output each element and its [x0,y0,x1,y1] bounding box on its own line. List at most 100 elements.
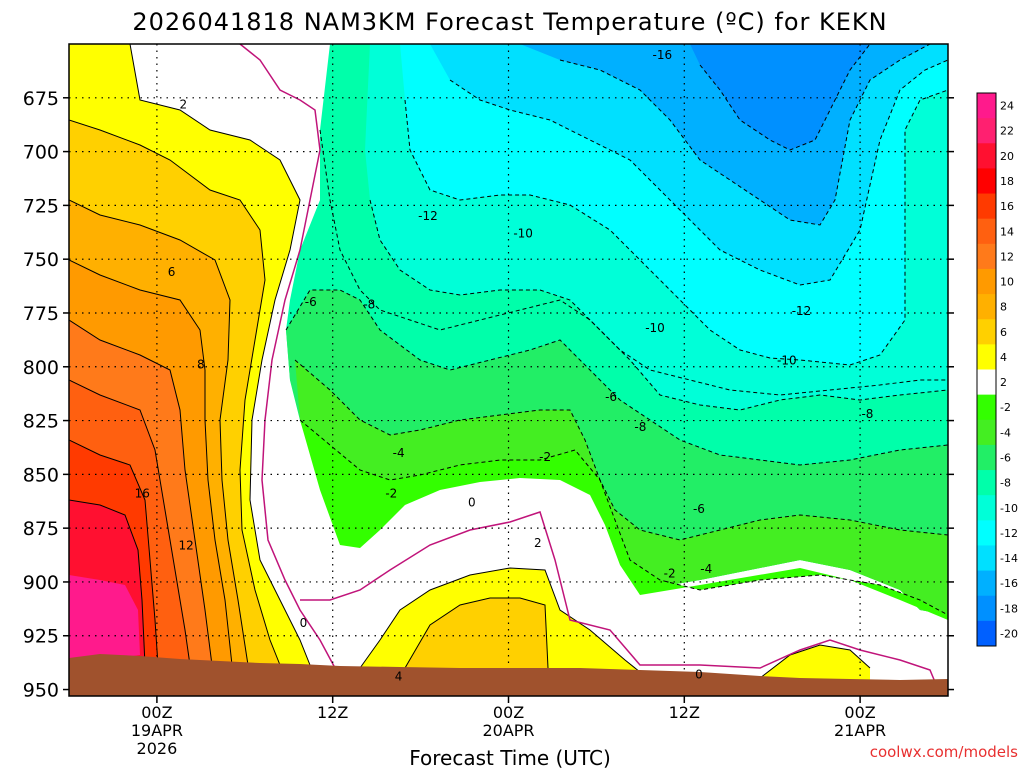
colorbar-swatch [977,444,996,471]
contour-label: 4 [395,670,403,684]
colorbar-label: 4 [1000,351,1007,364]
y-tick-label: 800 [23,357,59,379]
contour-label: -10 [777,353,797,367]
contour-minus16 [559,44,931,226]
temp-region-minus18 [690,44,870,150]
contour-label: 6 [168,265,176,279]
watermark: coolwx.com/models [870,743,1018,761]
contour-minus14 [449,59,948,286]
colorbar-swatch [977,294,996,320]
colorbar-label: 12 [1000,250,1014,263]
y-tick-label: 850 [23,464,59,486]
colorbar-swatch [977,470,996,496]
contour-label: -4 [393,446,405,460]
contour-plus10 [69,319,213,666]
contour-minus4 [294,359,948,541]
colorbar-swatch [977,218,996,245]
colorbar-swatch [977,570,996,597]
temp-region-minus4 [295,360,948,615]
x-tick-label: 2026 [137,739,178,758]
contour-plus2-mid [359,567,641,673]
x-tick-label: 20APR [482,721,534,740]
dashed-contours [285,44,948,616]
contour-plus14 [69,439,159,666]
contour-label: 2 [179,97,187,111]
contour-label: -2 [385,487,397,501]
contour-label: -6 [305,295,317,309]
colorbar-swatch [977,243,996,270]
contour-label: -6 [605,390,617,404]
contour-labels: 2 6 8 16 12 0 -6 -8 -12 -10 -16 -2 -4 0 -2 2 4 -6 -10 -8 -6 -… [135,48,874,684]
colorbar: 24 22 20 18 16 14 12 10 8 6 4 2 -2 -4 -6 -8 -10 -12 -14 -16… [976,92,1018,647]
chart-title: 2026041818 NAM3KM Forecast Temperature (… [132,8,887,36]
contour-minus18 [699,44,871,151]
contour-label: 0 [300,616,308,630]
colorbar-swatch [977,419,996,446]
temp-region-plus4-mid [405,598,548,668]
contour-label: -2 [664,566,676,580]
colorbar-swatch [977,520,996,546]
colorbar-label: -12 [1000,527,1018,540]
colorbar-swatch [977,319,996,345]
colorbar-swatch [977,143,996,169]
colorbar-frame [976,92,997,647]
x-axis-label: Forecast Time (UTC) [409,746,611,768]
colorbar-swatch [977,193,996,220]
contour-zero-left [239,44,336,669]
colorbar-swatch [977,620,996,647]
x-tick-label: 19APR [131,721,183,740]
contour-minus10 [369,199,948,411]
y-tick-label: 950 [23,680,59,702]
y-tick-label: 775 [23,303,59,325]
contour-label: -8 [861,407,873,421]
colorbar-label: 2 [1000,376,1007,389]
colorbar-swatch [977,369,996,396]
colorbar-swatch [977,495,996,521]
contour-label: -10 [645,321,665,335]
solid-contours [69,44,871,679]
contour-label: -2 [539,450,551,464]
x-tick-label: 00Z [141,703,172,722]
contour-label: 8 [197,358,205,372]
colorbar-swatch [977,168,996,195]
contour-minus8 [319,129,948,396]
colorbar-label: -10 [1000,502,1018,515]
contour-plus12 [69,379,191,666]
colorbar-swatch [977,545,996,572]
contour-minus12 [404,89,948,366]
contour-label: 2 [534,536,542,550]
colorbar-label: 10 [1000,276,1014,289]
colorbar-label: 16 [1000,200,1014,213]
colorbar-label: -6 [1000,451,1011,464]
contour-plus4 [69,119,281,666]
colorbar-label: 20 [1000,150,1014,163]
colorbar-swatch [977,394,996,421]
colorbar-label: 18 [1000,175,1014,188]
contour-label: -8 [363,297,375,311]
contour-label: 0 [695,667,703,681]
contour-plus2 [129,44,311,666]
ground-surface [69,654,948,696]
colorbar-label: -16 [1000,577,1018,590]
contour-plus4-mid [404,597,549,669]
contour-label: -6 [693,502,705,516]
contour-plus8 [69,259,233,666]
contour-label: 0 [468,495,476,509]
y-tick-label: 675 [23,88,59,110]
x-tick-label: 12Z [317,703,348,722]
colorbar-swatch [977,93,996,119]
y-tick-label: 725 [23,195,59,217]
colorbar-swatch [977,118,996,144]
colorbar-label: -4 [1000,426,1011,439]
contour-minus6 [285,289,948,466]
x-tick-label: 21APR [834,721,886,740]
contour-plus6 [69,199,249,666]
x-tick-label: 12Z [669,703,700,722]
colorbar-label: 22 [1000,125,1014,138]
contour-label: -16 [653,48,673,62]
colorbar-label: -14 [1000,552,1018,565]
contour-plus2-right [759,644,871,679]
colorbar-swatch [977,268,996,295]
